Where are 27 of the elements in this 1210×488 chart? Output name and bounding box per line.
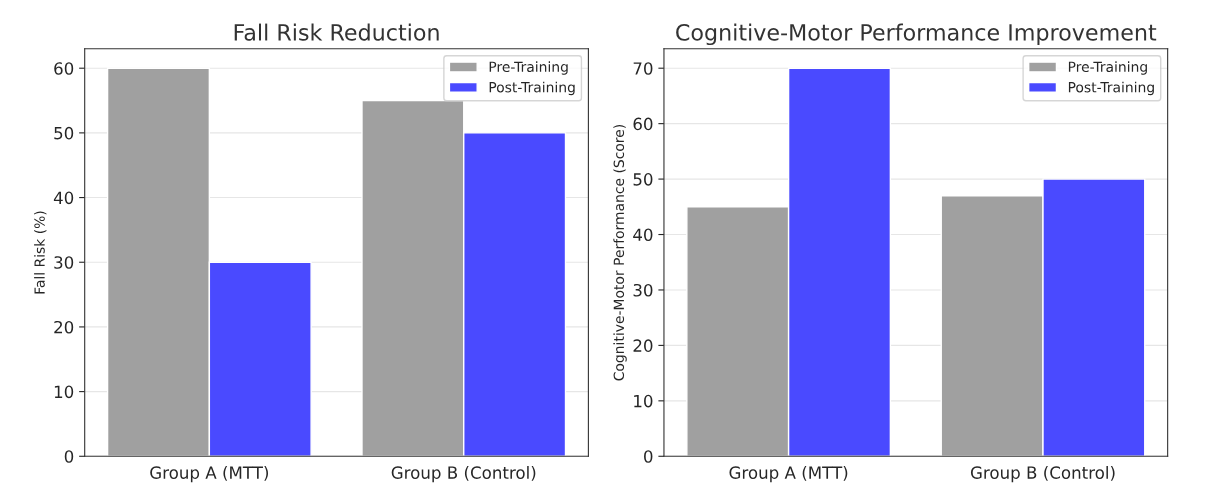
x-tick-label: Group B (Control) (391, 466, 536, 483)
chart-title: Cognitive-Motor Performance Improvement (676, 23, 1157, 46)
legend-label: Pre-Training (1068, 61, 1147, 75)
y-tick-label: 0 (644, 450, 653, 463)
y-axis-title: Fall Risk (%) (34, 211, 47, 294)
y-tick-label: 70 (633, 62, 653, 75)
y-tick-label: 50 (633, 173, 653, 186)
y-tick-label: 60 (633, 117, 653, 131)
y-tick-label: 40 (633, 228, 653, 242)
y-tick-label: 30 (54, 256, 74, 269)
y-tick-label: 50 (54, 126, 74, 140)
y-tick-label: 10 (54, 385, 74, 399)
x-tick-label: Group A (MTT) (729, 466, 848, 483)
y-tick-label: 10 (634, 394, 653, 408)
x-tick-label: Group B (Control) (970, 466, 1115, 483)
legend-label: Post-Training (1068, 81, 1154, 96)
y-tick-label: 20 (633, 339, 653, 352)
legend-label: Pre-Training (489, 61, 568, 75)
chart-title: Fall Risk Reduction (234, 23, 439, 41)
y-tick-label: 20 (54, 320, 74, 334)
y-axis-title: Cognitive-Motor Performance (Score) (613, 125, 627, 381)
legend-label: Post-Training (489, 81, 575, 96)
y-tick-label: 30 (633, 283, 653, 297)
y-tick-label: 40 (53, 191, 74, 205)
y-tick-label: 0 (64, 450, 74, 463)
x-tick-label: Group A (MTT) (150, 466, 269, 483)
y-tick-label: 60 (54, 62, 74, 75)
